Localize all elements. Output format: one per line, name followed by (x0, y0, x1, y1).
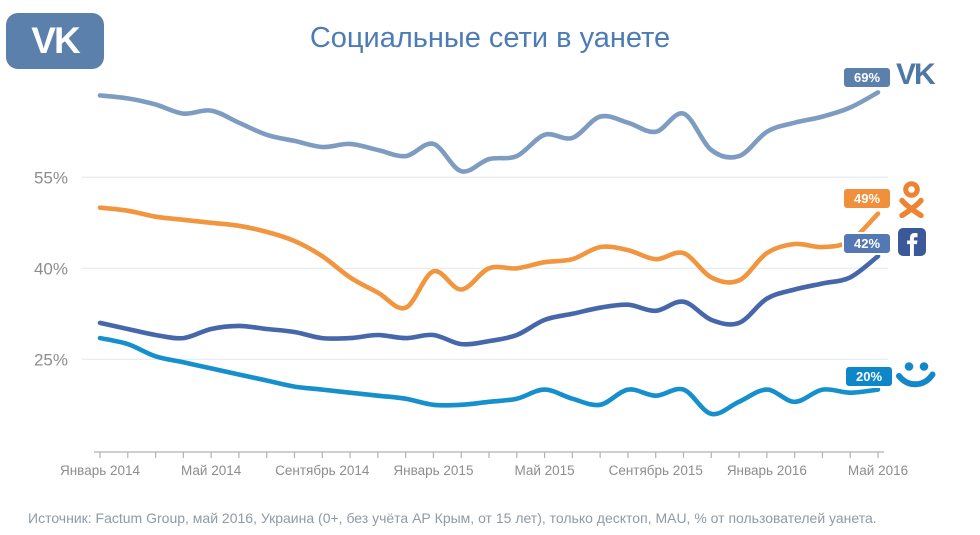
facebook-icon (898, 228, 926, 256)
x-axis-label: Май 2016 (848, 463, 908, 478)
y-axis-label: 40% (34, 259, 68, 278)
source-note: Источник: Factum Group, май 2016, Украин… (28, 510, 877, 526)
odnoklassniki-value-badge: 49% (842, 187, 892, 210)
page-title: Социальные сети в уанете (309, 22, 671, 54)
vk-logo-icon: VK (896, 58, 936, 91)
x-axis-label: Январь 2016 (727, 463, 807, 478)
x-axis-label: Сентябрь 2015 (609, 463, 703, 478)
vk-value-badge: 69% (842, 66, 892, 89)
x-axis-label: Май 2015 (514, 463, 574, 478)
vk-line (97, 90, 881, 174)
y-axis-label: 55% (34, 168, 68, 187)
vk-corner-logo-text: VK (31, 20, 80, 61)
moi-mir-line (97, 335, 881, 417)
facebook-line (97, 253, 881, 347)
y-axis-label: 25% (34, 350, 68, 369)
x-axis-label: Сентябрь 2014 (275, 463, 370, 478)
x-axis-label: Январь 2015 (393, 463, 473, 478)
odnoklassniki-icon (899, 181, 924, 219)
odnoklassniki-line (97, 205, 881, 311)
moi-mir-value-badge: 20% (844, 365, 894, 388)
x-axis-label: Январь 2014 (60, 463, 141, 478)
vk-corner-logo: VK (6, 13, 104, 69)
facebook-value-badge: 42% (842, 232, 892, 255)
smiley-icon (895, 360, 936, 393)
x-axis-label: Май 2014 (181, 463, 242, 478)
